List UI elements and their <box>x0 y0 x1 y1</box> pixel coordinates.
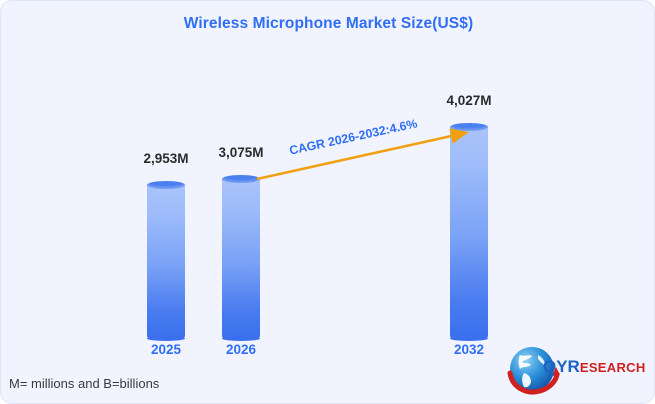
logo-text: QYRESEARCH <box>543 357 646 377</box>
bar-2032[interactable] <box>450 123 488 341</box>
cagr-label: CAGR 2026-2032:4.6% <box>288 116 419 158</box>
bar-2025[interactable] <box>147 181 185 341</box>
bar-2026[interactable] <box>222 175 260 341</box>
bar-label-2026: 2026 <box>225 342 257 357</box>
globe-icon <box>507 347 560 395</box>
logo-text-esearch: ESEARCH <box>579 360 646 375</box>
bar-value-2026: 3,075M <box>218 145 264 160</box>
logo-text-qyr: QYR <box>543 357 580 376</box>
bar-value-2032: 4,027M <box>446 93 492 108</box>
bar-label-2032: 2032 <box>453 342 485 357</box>
bar-label-2025: 2025 <box>150 342 182 357</box>
qyresearch-logo: QYRESEARCH <box>498 343 646 397</box>
chart-title: Wireless Microphone Market Size(US$) <box>183 15 474 32</box>
bar-value-2025: 2,953M <box>143 151 189 166</box>
footnote: M= millions and B=billions <box>9 376 160 391</box>
